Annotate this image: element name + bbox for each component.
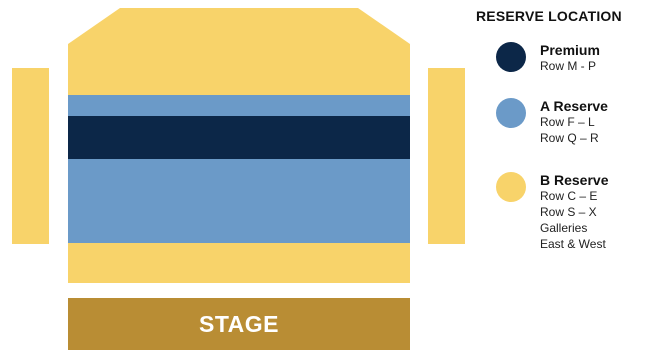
west-gallery[interactable] bbox=[12, 68, 49, 244]
seating-chart bbox=[12, 8, 465, 283]
legend-text-premium: Premium Row M - P bbox=[540, 42, 660, 74]
rows-m-p-premium[interactable] bbox=[68, 116, 410, 159]
seating-map: STAGE bbox=[12, 8, 465, 350]
rows-q-r-a-reserve[interactable] bbox=[68, 95, 410, 116]
legend-title: RESERVE LOCATION bbox=[476, 8, 622, 24]
rows-f-l-a-reserve[interactable] bbox=[68, 159, 410, 243]
legend-text-a-reserve: A Reserve Row F – L Row Q – R bbox=[540, 98, 660, 146]
legend-line-a-reserve-rows-2: Row Q – R bbox=[540, 131, 599, 145]
legend-name-b-reserve: B Reserve bbox=[540, 172, 609, 188]
legend-line-a-reserve-rows-1: Row F – L bbox=[540, 115, 595, 129]
legend-name-a-reserve: A Reserve bbox=[540, 98, 608, 114]
rear-stalls-b-reserve[interactable] bbox=[68, 8, 410, 95]
stage: STAGE bbox=[68, 298, 410, 350]
legend-line-b-reserve-galleries: Galleries bbox=[540, 221, 588, 235]
legend-line-b-reserve-rows-2: Row S – X bbox=[540, 205, 597, 219]
stage-label: STAGE bbox=[198, 310, 280, 337]
legend-line-b-reserve-rows-1: Row C – E bbox=[540, 189, 598, 203]
legend-line-premium-rows: Row M - P bbox=[540, 59, 597, 73]
premium-swatch-icon bbox=[496, 42, 526, 72]
legend-line-b-reserve-east-west: East & West bbox=[540, 237, 606, 251]
a-reserve-swatch-icon bbox=[496, 98, 526, 128]
legend-text-b-reserve: B Reserve Row C – E Row S – X Galleries … bbox=[540, 172, 660, 252]
east-gallery[interactable] bbox=[428, 68, 465, 244]
b-reserve-swatch-icon bbox=[496, 172, 526, 202]
rows-c-e-b-reserve[interactable] bbox=[68, 243, 410, 283]
legend-name-premium: Premium bbox=[540, 42, 600, 58]
legend: RESERVE LOCATION Premium Row M - P A Res… bbox=[476, 8, 656, 251]
